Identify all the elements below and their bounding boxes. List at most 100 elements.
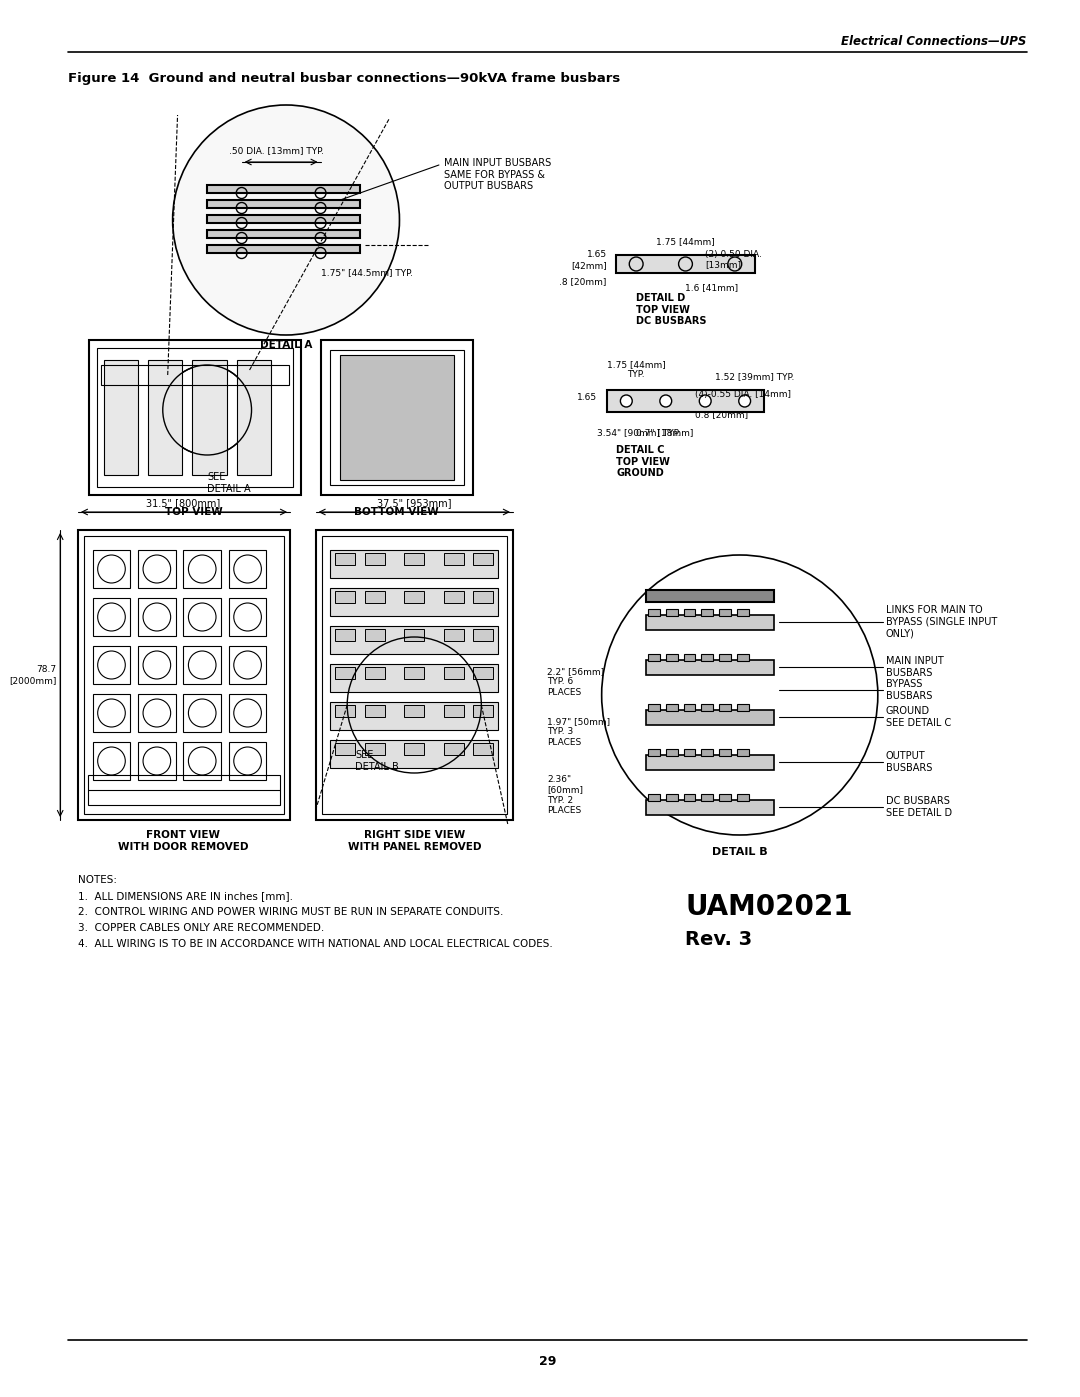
Bar xyxy=(684,609,696,616)
Text: 1.75 [44mm]
TYP.: 1.75 [44mm] TYP. xyxy=(607,360,665,380)
Circle shape xyxy=(699,395,711,407)
Text: NOTES:: NOTES: xyxy=(78,875,117,886)
Bar xyxy=(336,591,355,604)
Text: SEE
DETAIL B: SEE DETAIL B xyxy=(355,750,399,771)
Bar xyxy=(330,626,498,654)
Text: 1.52 [39mm] TYP.: 1.52 [39mm] TYP. xyxy=(715,372,795,381)
Bar xyxy=(444,553,463,564)
Bar xyxy=(138,694,176,732)
Bar xyxy=(78,529,291,820)
Bar xyxy=(737,793,748,800)
Bar xyxy=(404,743,424,754)
Bar xyxy=(701,793,713,800)
Text: 2.2" [56mm]
TYP. 6
PLACES: 2.2" [56mm] TYP. 6 PLACES xyxy=(548,666,605,697)
Text: 37.5" [953mm]: 37.5" [953mm] xyxy=(377,497,451,509)
Text: 1.  ALL DIMENSIONS ARE IN inches [mm].: 1. ALL DIMENSIONS ARE IN inches [mm]. xyxy=(78,891,293,901)
Bar xyxy=(207,200,360,208)
Bar xyxy=(184,645,221,685)
Text: MAIN INPUT
BUSBARS: MAIN INPUT BUSBARS xyxy=(886,657,944,678)
Bar xyxy=(229,694,267,732)
Bar xyxy=(93,742,131,780)
Text: TOP VIEW: TOP VIEW xyxy=(165,507,224,517)
Bar xyxy=(701,654,713,661)
Text: 1.97" [50mm]
TYP. 3
PLACES: 1.97" [50mm] TYP. 3 PLACES xyxy=(548,717,610,747)
Text: Rev. 3: Rev. 3 xyxy=(686,930,753,949)
Bar xyxy=(237,360,271,475)
Text: .8 [20mm]: .8 [20mm] xyxy=(559,277,607,286)
Bar xyxy=(184,742,221,780)
Text: 29: 29 xyxy=(539,1355,556,1368)
Text: 0.7" [18mm]: 0.7" [18mm] xyxy=(636,427,693,437)
Bar xyxy=(719,793,731,800)
Bar xyxy=(646,615,774,630)
Text: 78.7
[2000mm]: 78.7 [2000mm] xyxy=(9,665,56,685)
Circle shape xyxy=(173,105,400,335)
Bar xyxy=(365,666,384,679)
Bar xyxy=(648,704,660,711)
Bar xyxy=(336,553,355,564)
Bar xyxy=(684,749,696,756)
Circle shape xyxy=(739,395,751,407)
Text: (4)-0.55 DIA. [14mm]: (4)-0.55 DIA. [14mm] xyxy=(696,391,792,400)
Text: FRONT VIEW
WITH DOOR REMOVED: FRONT VIEW WITH DOOR REMOVED xyxy=(118,830,248,852)
Text: DETAIL A: DETAIL A xyxy=(260,339,312,351)
Bar xyxy=(473,666,494,679)
Bar xyxy=(365,705,384,717)
Bar xyxy=(365,743,384,754)
Bar xyxy=(330,351,463,485)
Bar xyxy=(737,749,748,756)
Bar xyxy=(321,339,473,495)
Text: GROUND
SEE DETAIL C: GROUND SEE DETAIL C xyxy=(886,707,951,728)
Bar xyxy=(207,215,360,224)
Bar xyxy=(330,664,498,692)
Bar xyxy=(93,550,131,588)
Bar xyxy=(229,742,267,780)
Bar xyxy=(701,749,713,756)
Text: DETAIL B: DETAIL B xyxy=(712,847,768,856)
Text: MAIN INPUT BUSBARS
SAME FOR BYPASS &
OUTPUT BUSBARS: MAIN INPUT BUSBARS SAME FOR BYPASS & OUT… xyxy=(444,158,551,191)
Bar xyxy=(684,793,696,800)
Bar xyxy=(87,775,280,805)
Text: LINKS FOR MAIN TO
BYPASS (SINGLE INPUT
ONLY): LINKS FOR MAIN TO BYPASS (SINGLE INPUT O… xyxy=(886,605,997,638)
Bar xyxy=(665,704,677,711)
Bar xyxy=(737,704,748,711)
Bar xyxy=(684,704,696,711)
Bar xyxy=(89,339,301,495)
Bar xyxy=(336,705,355,717)
Bar xyxy=(330,550,498,578)
Bar xyxy=(336,743,355,754)
Bar xyxy=(184,598,221,636)
Text: 2.  CONTROL WIRING AND POWER WIRING MUST BE RUN IN SEPARATE CONDUITS.: 2. CONTROL WIRING AND POWER WIRING MUST … xyxy=(78,907,503,916)
Text: 4.  ALL WIRING IS TO BE IN ACCORDANCE WITH NATIONAL AND LOCAL ELECTRICAL CODES.: 4. ALL WIRING IS TO BE IN ACCORDANCE WIT… xyxy=(78,939,553,949)
Bar xyxy=(404,591,424,604)
Bar xyxy=(719,654,731,661)
Text: 0.8 [20mm]: 0.8 [20mm] xyxy=(696,409,748,419)
Bar xyxy=(473,553,494,564)
Text: DETAIL C
TOP VIEW
GROUND: DETAIL C TOP VIEW GROUND xyxy=(617,446,671,478)
Bar xyxy=(444,743,463,754)
Bar xyxy=(404,666,424,679)
Bar xyxy=(404,705,424,717)
Bar xyxy=(444,705,463,717)
Bar xyxy=(93,598,131,636)
Text: .50 DIA. [13mm] TYP.: .50 DIA. [13mm] TYP. xyxy=(229,147,324,155)
Bar xyxy=(93,694,131,732)
Bar xyxy=(684,654,696,661)
Bar xyxy=(340,355,454,481)
Bar xyxy=(404,553,424,564)
Bar xyxy=(97,348,293,488)
Bar xyxy=(444,629,463,641)
Text: UAM02021: UAM02021 xyxy=(686,893,853,921)
Bar xyxy=(93,645,131,685)
Bar xyxy=(138,550,176,588)
Bar xyxy=(104,360,138,475)
Text: Electrical Connections—UPS: Electrical Connections—UPS xyxy=(841,35,1027,47)
Bar xyxy=(473,629,494,641)
Bar xyxy=(365,629,384,641)
Bar xyxy=(148,360,183,475)
Bar xyxy=(665,793,677,800)
Text: (2) 0.50 DIA.
[13mm]: (2) 0.50 DIA. [13mm] xyxy=(705,250,762,270)
Bar xyxy=(701,704,713,711)
Bar xyxy=(473,705,494,717)
Bar xyxy=(473,591,494,604)
